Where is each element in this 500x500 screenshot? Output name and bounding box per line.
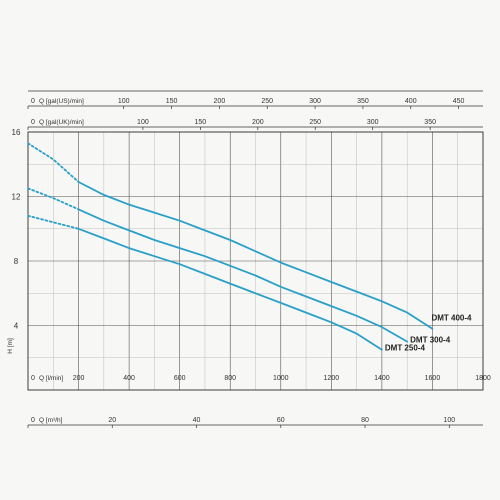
series-dashed-dmt-300-4 (27, 187, 80, 211)
x-axis-title-m3h: Q [m³/h] (39, 417, 63, 424)
x-axis-title-galus: Q [gal(US)/min] (39, 98, 84, 105)
x-tick-label-lmin: 200 (73, 375, 85, 382)
x-tick-label-lmin: 0 (31, 375, 35, 382)
x-tick-label-galuk: 350 (424, 119, 436, 126)
x-tick-label-m3h: 80 (361, 417, 369, 424)
series-label-dmt-250-4: DMT 250-4 (385, 344, 426, 353)
x-tick-label-galus: 150 (166, 98, 178, 105)
y-tick-label: 8 (14, 257, 19, 266)
series-line-dmt-300-4 (77, 208, 409, 343)
series-dashed-dmt-400-4 (27, 142, 80, 183)
series-dashed-dmt-250-4 (27, 214, 80, 230)
x-tick-label-galuk: 250 (309, 119, 321, 126)
x-tick-label-lmin: 1000 (273, 375, 289, 382)
x-axis-title-lmin: Q [l/min] (39, 375, 63, 382)
y-axis-title: H [m] (7, 338, 14, 354)
series-label-dmt-300-4: DMT 300-4 (410, 336, 451, 345)
x-tick-label-galus: 100 (118, 98, 130, 105)
x-tick-label-galus: 200 (214, 98, 226, 105)
x-tick-label-galus: 350 (357, 98, 369, 105)
x-tick-label-galus: 300 (309, 98, 321, 105)
series-line-dmt-400-4 (77, 181, 434, 330)
x-tick-label-galuk: 300 (367, 119, 379, 126)
plot-frame (27, 131, 484, 391)
x-tick-label-galus: 250 (261, 98, 273, 105)
x-tick-label-m3h: 60 (277, 417, 285, 424)
x-tick-label-galus: 0 (31, 98, 35, 105)
x-tick-label-m3h: 0 (31, 417, 35, 424)
x-tick-label-lmin: 800 (224, 375, 236, 382)
x-tick-label-lmin: 1800 (475, 375, 491, 382)
chart-grid (27, 131, 484, 391)
x-tick-label-lmin: 1200 (324, 375, 340, 382)
x-tick-label-lmin: 1600 (425, 375, 441, 382)
series-line-dmt-250-4 (77, 227, 383, 351)
x-tick-label-galus: 450 (453, 98, 465, 105)
x-tick-label-galuk: 200 (252, 119, 264, 126)
x-tick-label-lmin: 1400 (374, 375, 390, 382)
x-tick-label-galuk: 100 (137, 119, 149, 126)
x-tick-label-m3h: 100 (443, 417, 455, 424)
x-tick-label-galuk: 0 (31, 119, 35, 126)
y-tick-label: 16 (12, 128, 21, 137)
chart-series (27, 142, 434, 351)
x-tick-label-lmin: 400 (123, 375, 135, 382)
x-tick-label-m3h: 20 (108, 417, 116, 424)
y-tick-label: 4 (14, 322, 19, 331)
y-tick-label: 12 (12, 193, 21, 202)
x-tick-label-m3h: 40 (193, 417, 201, 424)
x-tick-label-galus: 400 (405, 98, 417, 105)
x-tick-label-galuk: 150 (195, 119, 207, 126)
x-tick-label-lmin: 600 (174, 375, 186, 382)
series-label-dmt-400-4: DMT 400-4 (431, 314, 472, 323)
x-axis-title-galuk: Q [gal(UK)/min] (39, 119, 84, 126)
